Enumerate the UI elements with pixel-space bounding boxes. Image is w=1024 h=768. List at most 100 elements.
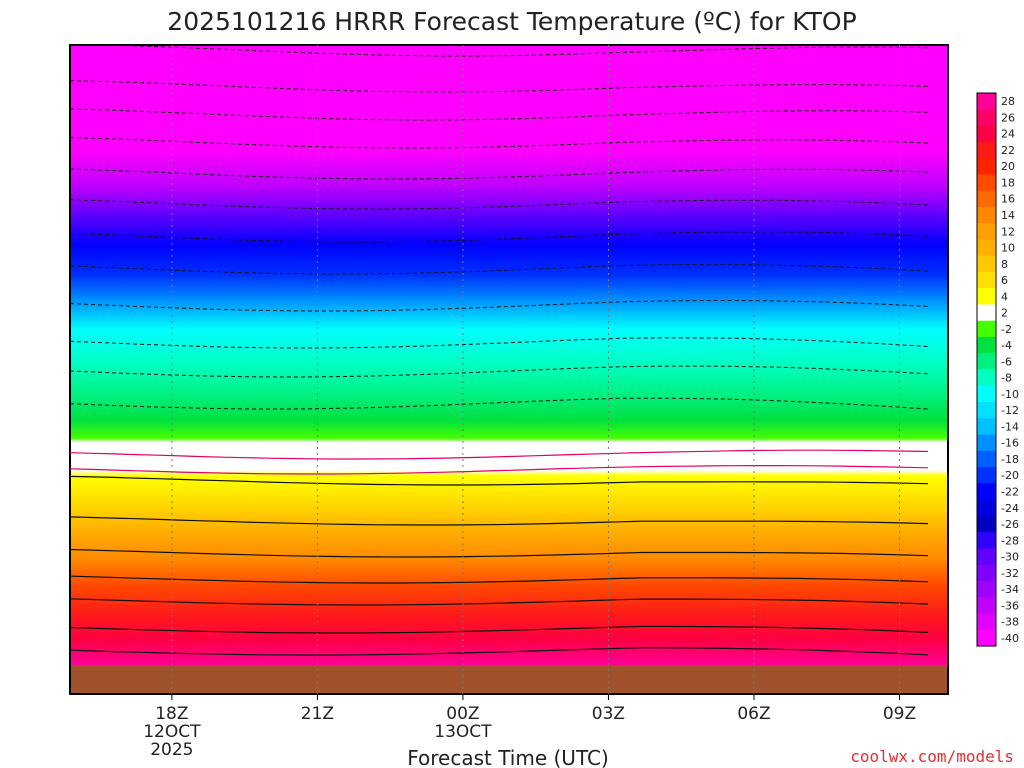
colorbar-label: 14: [1001, 209, 1015, 222]
x-tick-label: 09Z: [883, 704, 916, 724]
isotherm-dashed: [69, 264, 929, 275]
isotherm-dashed: [69, 168, 929, 180]
colorbar-swatch: [977, 304, 996, 322]
colorbar-label: 20: [1001, 160, 1015, 173]
colorbar-label: -24: [1001, 502, 1019, 515]
x-tick-label: 06Z: [737, 704, 770, 724]
colorbar-label: 24: [1001, 128, 1015, 141]
colorbar-swatch: [977, 418, 996, 436]
colorbar-label: -20: [1001, 469, 1019, 482]
isotherm-dashed: [69, 199, 929, 210]
colorbar-swatch: [977, 125, 996, 143]
isotherm-dashed: [69, 80, 929, 93]
temperature-field: [70, 45, 948, 665]
colorbar-label: 28: [1001, 95, 1015, 108]
colorbar-swatch: [977, 158, 996, 175]
colorbar-swatch: [977, 564, 996, 582]
colorbar-swatch: [977, 320, 996, 338]
isotherm-dashed: [69, 365, 929, 378]
colorbar-label: 8: [1001, 258, 1008, 271]
colorbar-swatch: [977, 532, 996, 550]
colorbar-swatch: [977, 515, 996, 533]
colorbar-swatch: [977, 499, 996, 517]
x-tick-label: 18Z: [155, 704, 188, 724]
x-tick-label: 21Z: [301, 704, 334, 724]
x-tick-label: 00Z: [446, 704, 479, 724]
colorbar-label: -28: [1001, 534, 1019, 547]
colorbar-swatch: [977, 450, 996, 468]
colorbar-label: 10: [1001, 242, 1015, 255]
isotherm-solid: [69, 598, 929, 606]
colorbar-swatch: [977, 580, 996, 598]
colorbar-swatch: [977, 483, 996, 501]
colorbar-label: -10: [1001, 388, 1019, 401]
colorbar-label: -30: [1001, 551, 1019, 564]
colorbar-swatch: [977, 385, 996, 403]
colorbar-label: 22: [1001, 144, 1015, 157]
isotherm-dashed: [69, 300, 929, 312]
colorbar: 28 26 24 22 20 18 16 14 12 10 8 6 4 2 -2 -4 -6 -8 -10 -12 -1…: [976, 92, 1019, 647]
isotherm-solid: [69, 548, 929, 558]
colorbar-swatch: [977, 239, 996, 257]
colorbar-swatch: [977, 336, 996, 354]
colorbar-label: 6: [1001, 274, 1008, 287]
colorbar-swatch: [977, 206, 996, 224]
colorbar-label: 2: [1001, 307, 1008, 320]
colorbar-swatch: [977, 93, 996, 110]
x-tick-label: 2025: [150, 740, 193, 760]
credit-text: coolwx.com/models: [850, 747, 1014, 766]
colorbar-label: 26: [1001, 111, 1015, 124]
colorbar-swatch: [977, 190, 996, 208]
isotherm-solid: [69, 475, 929, 486]
isotherm-dashed: [69, 108, 929, 121]
colorbar-swatch: [977, 434, 996, 452]
plot-area: [69, 44, 949, 695]
colorbar-swatch: [977, 288, 996, 306]
colorbar-swatch: [977, 174, 996, 192]
isotherm-solid: [69, 516, 929, 526]
isotherm-solid: [69, 575, 929, 584]
freezing-level-contour: [69, 465, 929, 475]
colorbar-label: -8: [1001, 372, 1012, 385]
colorbar-swatch: [977, 613, 996, 631]
isotherm-dashed: [69, 397, 929, 410]
colorbar-swatch: [977, 109, 996, 127]
freezing-level-contour: [69, 449, 929, 460]
colorbar-label: -40: [1001, 632, 1019, 645]
isotherm-dashed: [69, 43, 929, 57]
colorbar-swatch: [977, 597, 996, 615]
contour-lines: [69, 43, 929, 656]
colorbar-label: -14: [1001, 420, 1019, 433]
colorbar-swatch: [977, 369, 996, 387]
ground-surface: [70, 665, 948, 694]
x-tick-label: 13OCT: [434, 722, 492, 742]
x-tick-label: 03Z: [592, 704, 625, 724]
colorbar-label: 12: [1001, 225, 1015, 238]
colorbar-label: -36: [1001, 599, 1019, 612]
colorbar-label: -26: [1001, 518, 1019, 531]
colorbar-label: -4: [1001, 339, 1012, 352]
isotherm-dashed: [69, 231, 929, 243]
colorbar-swatch: [977, 353, 996, 371]
colorbar-swatch: [977, 255, 996, 273]
colorbar-label: -34: [1001, 583, 1019, 596]
colorbar-swatch: [977, 467, 996, 484]
colorbar-swatch: [977, 629, 996, 647]
colorbar-label: -16: [1001, 437, 1019, 450]
colorbar-label: -22: [1001, 486, 1019, 499]
colorbar-label: 4: [1001, 290, 1008, 303]
x-axis-label: Forecast Time (UTC): [407, 746, 609, 768]
colorbar-swatch: [977, 548, 996, 566]
colorbar-label: -12: [1001, 404, 1019, 417]
colorbar-swatch: [977, 223, 996, 240]
colorbar-label: -18: [1001, 453, 1019, 466]
colorbar-label: 16: [1001, 193, 1015, 206]
colorbar-swatch: [977, 271, 996, 289]
colorbar-label: -2: [1001, 323, 1012, 336]
colorbar-swatch: [977, 141, 996, 159]
colorbar-label: -6: [1001, 355, 1012, 368]
colorbar-label: -32: [1001, 567, 1019, 580]
isotherm-solid: [69, 647, 929, 656]
